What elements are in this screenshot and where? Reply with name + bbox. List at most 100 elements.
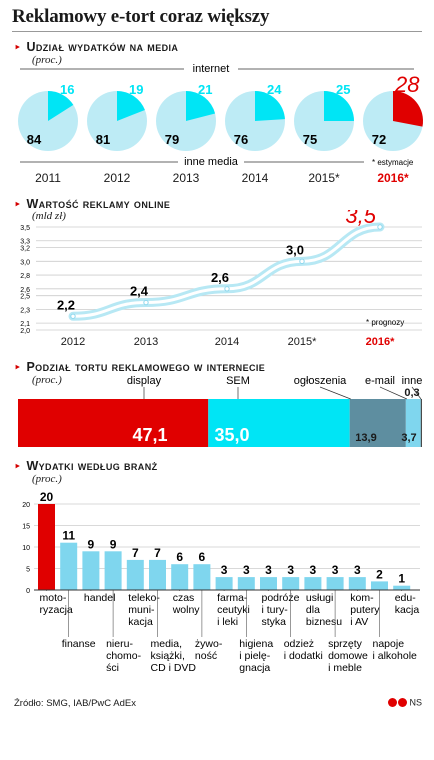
bar-category-line: biznesu bbox=[306, 616, 342, 628]
segment-3 bbox=[405, 399, 421, 447]
bar-category-5: media, książki, CD i DVD bbox=[151, 638, 197, 674]
x-tick-0: 2012 bbox=[61, 336, 85, 348]
bar-category-line: odzież bbox=[284, 638, 314, 650]
bar-category-line: żywo- bbox=[195, 638, 223, 650]
bar-value-14: 3 bbox=[354, 563, 361, 577]
bar-category-line: i pielę- bbox=[239, 650, 270, 662]
segment-2 bbox=[349, 399, 406, 447]
segment-1 bbox=[208, 399, 350, 447]
bar-value-4: 7 bbox=[132, 546, 139, 560]
bar-category-line: czas bbox=[173, 592, 195, 604]
bar-category-10: podróże i tury-styka bbox=[262, 592, 300, 628]
x-tick-3: 2015* bbox=[288, 336, 317, 348]
bar-value-15: 2 bbox=[376, 567, 383, 581]
bar-value-11: 3 bbox=[287, 563, 294, 577]
bar-value-7: 6 bbox=[199, 550, 206, 564]
pie-year-2: 2013 bbox=[173, 171, 200, 185]
publisher-logo: NS bbox=[388, 697, 422, 708]
pie-internet-value-2: 21 bbox=[198, 82, 212, 97]
pie-internet-0 bbox=[48, 91, 74, 121]
pie-other-value-5: 72 bbox=[372, 132, 386, 147]
pie-internet-2 bbox=[186, 91, 216, 121]
bar-category-15: napoje i alkohole bbox=[373, 638, 418, 662]
pie-year-0: 2011 bbox=[35, 171, 61, 185]
bar-value-1: 11 bbox=[62, 529, 75, 543]
x-tick-4: 2016* bbox=[366, 336, 395, 348]
bar-value-13: 3 bbox=[332, 563, 339, 577]
pie-year-1: 2012 bbox=[104, 171, 131, 185]
bar-category-line: domowe bbox=[328, 650, 368, 662]
bar-value-12: 3 bbox=[310, 563, 317, 577]
segment-value-0: 47,1 bbox=[132, 425, 167, 445]
industry-chart: 0 5 10 15 20 20 moto-ryzacja 11 finanse 9 handel 9 n… bbox=[22, 490, 420, 674]
bar-category-2: handel bbox=[84, 592, 116, 604]
series-point-2 bbox=[224, 286, 230, 292]
bar-10 bbox=[260, 577, 277, 590]
bar-category-line: podróże bbox=[262, 592, 300, 604]
bar-category-0: moto-ryzacja bbox=[40, 592, 73, 616]
bar-y-tick-1: 5 bbox=[26, 567, 30, 574]
bottom-label: inne media bbox=[184, 156, 239, 168]
pie-other-value-1: 81 bbox=[96, 132, 110, 147]
value-label-3: 3,0 bbox=[286, 242, 304, 257]
bar-value-5: 7 bbox=[154, 546, 161, 560]
pie-internet-value-1: 19 bbox=[129, 82, 143, 97]
bar-category-line: nieru- bbox=[106, 638, 133, 650]
bar-category-line: wolny bbox=[172, 604, 201, 616]
bar-14 bbox=[348, 577, 366, 590]
internet-split-title-text: Podział tortu reklamowego w internecie bbox=[26, 360, 266, 374]
internet-split-title: ‣ Podział tortu reklamowego w internecie bbox=[14, 360, 266, 374]
segment-category-3: e-mail bbox=[365, 375, 395, 387]
online-value-unit: (mld zł) bbox=[32, 210, 66, 222]
bar-value-0: 20 bbox=[40, 490, 54, 504]
bar-category-line: muni- bbox=[128, 604, 155, 616]
bar-y-tick-3: 15 bbox=[22, 524, 30, 531]
title-rule bbox=[12, 31, 422, 32]
series-point-3 bbox=[299, 258, 305, 265]
segment-0 bbox=[18, 399, 209, 447]
bar-category-4: teleko-muni-kacja bbox=[128, 592, 160, 628]
bar-category-line: ści bbox=[106, 662, 119, 674]
series-point-4 bbox=[377, 224, 383, 230]
bar-category-line: ryzacja bbox=[40, 604, 73, 616]
bar-value-2: 9 bbox=[88, 537, 95, 551]
bar-y-tick-0: 0 bbox=[26, 588, 30, 595]
bar-category-line: chomo- bbox=[106, 650, 142, 662]
bar-9 bbox=[237, 577, 255, 590]
online-value-chart: 2,02,12,32,52,62,83,03,23,33,52,220122,4… bbox=[20, 210, 422, 348]
y-tick-9: 3,5 bbox=[20, 225, 30, 232]
bar-value-9: 3 bbox=[243, 563, 250, 577]
top-label: internet bbox=[193, 63, 230, 75]
media-share-pies: internet inne media * estymacje 16 84 2011 19 8… bbox=[18, 63, 423, 185]
logo-mark-icon bbox=[388, 698, 397, 708]
y-tick-2: 2,3 bbox=[20, 307, 30, 314]
bar-category-line: edu- bbox=[395, 592, 417, 604]
media-share-title-text: Udział wydatków na media bbox=[26, 40, 179, 54]
bar-8 bbox=[215, 577, 233, 590]
segment-value-1: 35,0 bbox=[214, 425, 249, 445]
series-point-0 bbox=[70, 313, 76, 319]
pie-other-value-4: 75 bbox=[303, 132, 317, 147]
pie-internet-value-5: 28 bbox=[394, 72, 420, 97]
segment-category-1: SEM bbox=[226, 375, 250, 387]
y-tick-8: 3,3 bbox=[20, 239, 30, 246]
bar-category-line: i alkohole bbox=[373, 650, 418, 662]
bar-16 bbox=[393, 585, 411, 590]
bar-15 bbox=[371, 581, 388, 590]
segment-4 bbox=[420, 399, 422, 447]
bar-y-tick-4: 20 bbox=[22, 502, 30, 509]
bar-category-13: sprzęty domowe i meble bbox=[328, 638, 368, 674]
bar-category-line: usługi bbox=[306, 592, 333, 604]
bar-12 bbox=[304, 577, 322, 590]
segment-connector-4 bbox=[411, 386, 422, 400]
bar-category-16: edu-kacja bbox=[395, 592, 420, 616]
y-tick-6: 3,0 bbox=[20, 259, 30, 266]
y-tick-1: 2,1 bbox=[20, 321, 30, 328]
pie-year-3: 2014 bbox=[242, 171, 269, 185]
bar-value-10: 3 bbox=[265, 563, 272, 577]
bar-7 bbox=[193, 564, 211, 590]
bar-2 bbox=[82, 551, 100, 590]
value-label-2: 2,6 bbox=[211, 270, 229, 285]
bar-category-line: i leki bbox=[217, 616, 238, 628]
bar-category-7: żywo-ność bbox=[195, 638, 223, 662]
